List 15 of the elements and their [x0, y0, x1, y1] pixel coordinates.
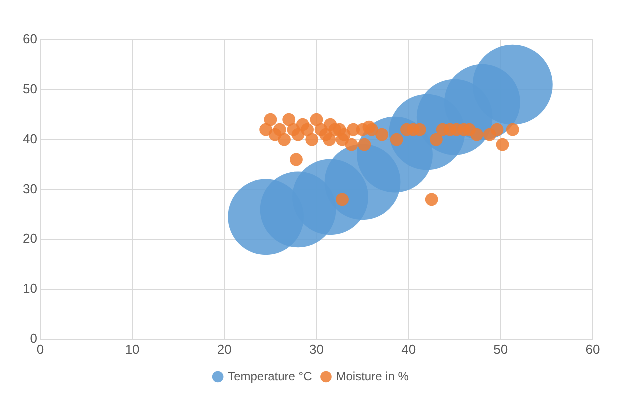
x-tick-label: 30 — [309, 342, 324, 357]
x-tick-label: 60 — [586, 342, 600, 357]
y-tick-label: 50 — [22, 81, 38, 96]
y-tick-label: 0 — [30, 330, 38, 346]
legend-label: Moisture in % — [336, 369, 410, 384]
y-tick-label: 20 — [22, 231, 38, 246]
y-tick-label: 30 — [22, 181, 38, 196]
x-tick-label: 50 — [494, 342, 508, 357]
legend-label: Temperature °C — [228, 369, 313, 384]
y-tick-label: 10 — [22, 281, 38, 296]
y-tick-label: 40 — [22, 131, 38, 146]
x-tick-label: 10 — [125, 342, 140, 357]
y-tick-label: 60 — [22, 32, 38, 47]
x-tick-label: 20 — [217, 342, 232, 357]
x-tick-label: 40 — [402, 342, 416, 357]
